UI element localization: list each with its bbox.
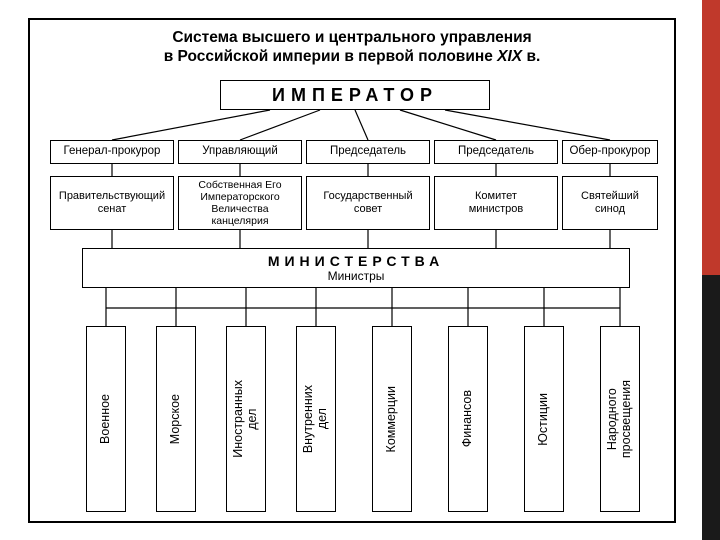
ministry-3-label: Внутренних дел xyxy=(302,385,330,453)
ministry-0: Военное xyxy=(86,326,126,512)
ministers-sub: Министры xyxy=(328,270,385,284)
node-body-0: Правительствующий сенат xyxy=(50,176,174,230)
ministry-5: Финансов xyxy=(448,326,488,512)
node-body-1: Собственная Его Императорского Величеств… xyxy=(178,176,302,230)
ministry-2: Иностранных дел xyxy=(226,326,266,512)
head-3-label: Председатель xyxy=(458,145,534,158)
node-emperor: ИМПЕРАТОР xyxy=(220,80,490,110)
ministry-1-label: Морское xyxy=(169,394,183,444)
ministry-1: Морское xyxy=(156,326,196,512)
ministry-7-label: Народного просвещения xyxy=(606,380,634,458)
node-head-0: Генерал-прокурор xyxy=(50,140,174,164)
title-century: XIX xyxy=(497,48,522,65)
body-0-label: Правительствующий сенат xyxy=(59,190,165,215)
body-2-label: Государственный совет xyxy=(323,190,412,215)
ministry-6-label: Юстиции xyxy=(537,393,551,446)
ministry-0-label: Военное xyxy=(99,394,113,444)
node-head-3: Председатель xyxy=(434,140,558,164)
emperor-label: ИМПЕРАТОР xyxy=(272,85,438,106)
title-line1: Система высшего и центрального управлени… xyxy=(172,29,531,46)
diagram-frame: Система высшего и центрального управлени… xyxy=(28,18,676,523)
ministry-4-label: Коммерции xyxy=(385,386,399,452)
node-body-4: Святейший синод xyxy=(562,176,658,230)
ministry-3: Внутренних дел xyxy=(296,326,336,512)
head-1-label: Управляющий xyxy=(202,145,278,158)
title-line2c: в. xyxy=(522,48,540,65)
ministry-5-label: Финансов xyxy=(461,390,475,447)
head-0-label: Генерал-прокурор xyxy=(64,145,161,158)
ministry-4: Коммерции xyxy=(372,326,412,512)
accent-bar-red xyxy=(702,0,720,275)
head-4-label: Обер-прокурор xyxy=(569,145,650,158)
body-4-label: Святейший синод xyxy=(581,190,639,215)
node-head-2: Председатель xyxy=(306,140,430,164)
node-head-1: Управляющий xyxy=(178,140,302,164)
diagram-title: Система высшего и центрального управлени… xyxy=(30,20,674,77)
node-head-4: Обер-прокурор xyxy=(562,140,658,164)
ministry-6: Юстиции xyxy=(524,326,564,512)
node-body-2: Государственный совет xyxy=(306,176,430,230)
body-1-label: Собственная Его Императорского Величеств… xyxy=(198,179,281,227)
ministry-7: Народного просвещения xyxy=(600,326,640,512)
ministry-2-label: Иностранных дел xyxy=(232,380,260,458)
accent-bar-black xyxy=(702,275,720,540)
node-body-3: Комитет министров xyxy=(434,176,558,230)
node-ministries: МИНИСТЕРСТВА Министры xyxy=(82,248,630,288)
head-2-label: Председатель xyxy=(330,145,406,158)
body-3-label: Комитет министров xyxy=(469,190,524,215)
ministries-label: МИНИСТЕРСТВА xyxy=(268,253,444,269)
title-line2a: в Российской империи в первой половине xyxy=(164,48,497,65)
